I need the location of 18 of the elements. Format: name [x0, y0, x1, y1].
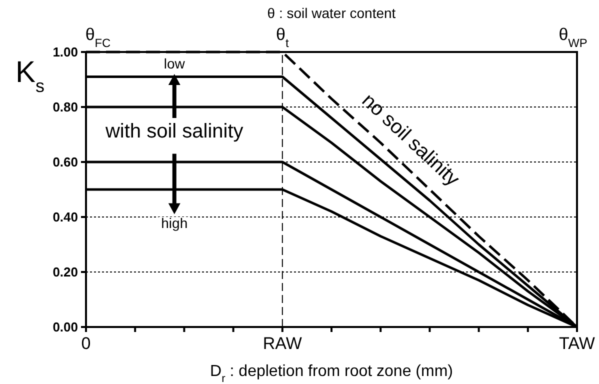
text: θ$_{FC}$: [85, 25, 112, 50]
y-axis-title: K$_{s}$: [15, 56, 45, 96]
x-axis-title: D$_{r}$ : depletion from root zone (mm): [210, 363, 453, 384]
x2-axis-title: θ : soil water content: [267, 5, 396, 21]
y-tick-label: 0.20: [52, 264, 78, 280]
text: θ$_{t}$: [276, 25, 290, 50]
text: θ$_{WP}$: [558, 25, 588, 50]
y-tick-label: 1.00: [52, 44, 78, 60]
x-tick-label: RAW: [262, 334, 302, 353]
y-tick-label: 0.60: [52, 154, 78, 170]
annotation: low: [164, 56, 186, 72]
annotation: with soil salinity: [104, 120, 244, 142]
x-tick-label: TAW: [559, 334, 595, 353]
y-tick-label: 0.40: [52, 210, 78, 225]
y-tick-label: 0.00: [52, 320, 78, 335]
x-tick-label: 0: [81, 334, 91, 353]
y-tick-label: 0.80: [52, 100, 78, 115]
annotation: high: [161, 215, 188, 231]
